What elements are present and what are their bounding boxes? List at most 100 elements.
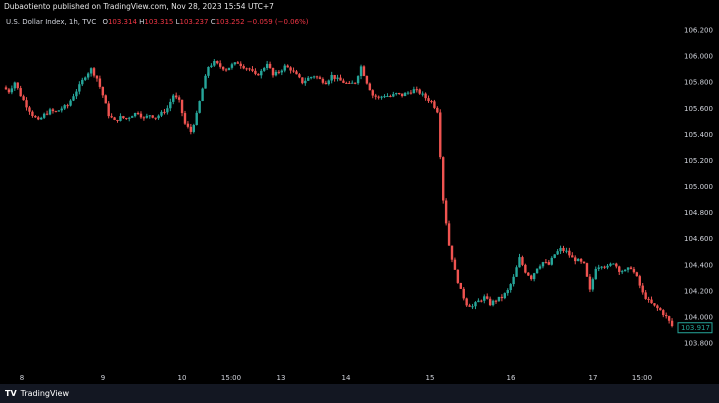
candle-body	[245, 68, 248, 70]
candle-body	[615, 263, 618, 267]
candle-body	[351, 82, 354, 84]
last-price-tag: 103.917	[677, 322, 713, 334]
candle-body	[568, 250, 571, 256]
candle-body	[486, 296, 489, 299]
candle-body	[207, 66, 210, 76]
close-value: 103.252	[215, 18, 245, 26]
price-tick-label: 104.800	[684, 209, 713, 217]
candle-body	[254, 70, 257, 74]
change-value: −0.059 (−0.06%)	[246, 18, 309, 26]
candle-body	[544, 262, 548, 264]
time-tick-label: 15:00	[221, 374, 241, 382]
candle-body	[304, 80, 307, 84]
candle-body	[600, 266, 603, 268]
candle-body	[28, 107, 31, 112]
tradingview-logo-icon: TV	[5, 389, 17, 398]
candle-body	[433, 101, 436, 108]
candle-body	[400, 93, 404, 97]
candle-body	[409, 92, 413, 94]
candle-body	[107, 103, 110, 117]
candle-body	[415, 89, 418, 91]
candle-body	[63, 105, 66, 109]
candle-body	[218, 63, 222, 67]
candle-body	[271, 67, 275, 76]
candle-body	[16, 82, 19, 89]
candle-body	[213, 61, 216, 66]
candle-body	[491, 300, 495, 306]
candle-body	[122, 116, 125, 119]
candle-body	[227, 67, 231, 71]
footer-bar: TV TradingView	[0, 384, 719, 403]
candle-body	[612, 263, 615, 265]
price-tick-label: 105.200	[684, 157, 713, 165]
candle-body	[421, 93, 424, 95]
candle-body	[260, 70, 263, 76]
chart-legend: U.S. Dollar Index, 1h, TVC O103.314 H103…	[6, 18, 308, 26]
time-axis[interactable]: 8 9 10 15:00 13 14 15 16 17 15:00	[20, 374, 652, 382]
candle-body	[359, 66, 363, 77]
candle-body	[406, 92, 410, 94]
candle-body	[348, 82, 351, 84]
candle-body	[239, 63, 242, 67]
open-value: 103.314	[107, 18, 137, 26]
high-label: H	[139, 18, 145, 26]
candle-body	[277, 71, 281, 73]
candle-body	[54, 111, 58, 113]
candle-body	[591, 279, 595, 290]
candle-body	[268, 63, 272, 68]
candle-body	[330, 74, 333, 81]
low-value: 103.237	[179, 18, 209, 26]
candle-body	[392, 94, 395, 97]
candle-body	[166, 108, 169, 113]
candle-body	[210, 65, 213, 67]
low-label: L	[175, 18, 180, 26]
candle-body	[659, 308, 662, 311]
candle-body	[204, 75, 207, 89]
candle-body	[13, 82, 17, 89]
candle-body	[632, 269, 636, 273]
candle-body	[86, 73, 90, 78]
candle-body	[439, 112, 442, 158]
price-tag-box	[677, 322, 713, 334]
candle-body	[60, 108, 63, 111]
candle-body	[45, 113, 49, 115]
candle-body	[509, 284, 512, 291]
candle-body	[371, 90, 374, 96]
candle-body	[374, 95, 377, 97]
candle-body	[530, 275, 533, 280]
candle-body	[670, 320, 674, 327]
candle-body	[292, 70, 295, 72]
candle-body	[553, 254, 556, 258]
tradingview-brand: TradingView	[20, 389, 69, 398]
candle-body	[512, 276, 515, 285]
open-label: O	[102, 18, 108, 26]
candle-body	[307, 77, 310, 81]
candle-body	[559, 247, 562, 252]
candle-body	[380, 96, 383, 98]
candle-body	[19, 88, 22, 97]
candle-body	[110, 116, 113, 118]
candle-body	[647, 298, 650, 300]
candle-body	[312, 76, 316, 78]
candle-body	[664, 315, 668, 317]
candle-body	[541, 262, 545, 267]
candle-body	[576, 258, 580, 262]
time-tick-label: 16	[507, 374, 516, 382]
candle-body	[345, 82, 348, 84]
candle-body	[506, 290, 509, 294]
candle-body	[174, 95, 178, 98]
candle-body	[57, 110, 61, 112]
price-axis[interactable]: 106.200 106.000 105.800 105.600 105.400 105.2…	[684, 27, 713, 348]
candle-body	[233, 62, 237, 65]
candle-body	[95, 75, 99, 79]
candle-body	[503, 293, 507, 299]
candle-body	[620, 271, 624, 273]
candle-body	[101, 86, 105, 96]
candle-body	[424, 93, 427, 99]
candle-body	[4, 87, 8, 90]
candle-body	[324, 82, 328, 85]
candle-body	[145, 115, 149, 118]
candle-body	[474, 302, 477, 307]
candlestick-chart[interactable]: 106.200 106.000 105.800 105.600 105.400 105.2…	[0, 0, 719, 384]
candle-body	[641, 285, 644, 293]
